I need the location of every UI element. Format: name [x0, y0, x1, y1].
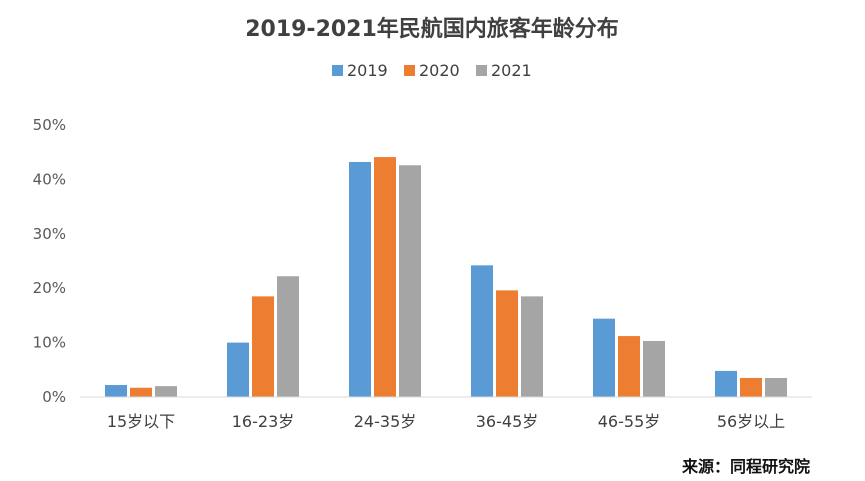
y-tick-label: 40% [33, 170, 66, 188]
x-tick-label: 46-55岁 [598, 412, 661, 431]
bar-2021-0 [155, 386, 177, 397]
bar-2020-0 [130, 387, 152, 397]
bar-2021-2 [399, 165, 421, 397]
legend: 2019 2020 2021 [332, 61, 532, 80]
bar-2020-3 [496, 290, 518, 397]
legend-swatch-2019 [332, 65, 343, 76]
bar-2020-5 [740, 377, 762, 397]
y-tick-label: 30% [33, 225, 66, 243]
bar-2019-3 [471, 265, 493, 397]
y-tick-label: 10% [33, 334, 66, 352]
bar-2021-3 [521, 296, 543, 397]
y-tick-label: 0% [42, 388, 66, 406]
x-tick-label: 36-45岁 [476, 412, 539, 431]
bar-2020-4 [618, 336, 640, 397]
bar-2019-5 [715, 370, 737, 397]
legend-label-2021: 2021 [491, 61, 532, 80]
bar-2020-1 [252, 296, 274, 397]
legend-label-2020: 2020 [419, 61, 460, 80]
bar-2021-5 [765, 377, 787, 397]
x-tick-label: 15岁以下 [107, 412, 175, 431]
bar-2019-0 [105, 385, 127, 397]
legend-label-2019: 2019 [347, 61, 388, 80]
legend-swatch-2021 [476, 65, 487, 76]
y-axis: 0% 10% 20% 30% 40% 50% [33, 116, 66, 406]
x-tick-label: 56岁以上 [717, 412, 785, 431]
y-tick-label: 20% [33, 279, 66, 297]
bars [105, 157, 787, 397]
x-axis: 15岁以下 16-23岁 24-35岁 36-45岁 46-55岁 56岁以上 [80, 396, 812, 431]
y-tick-label: 50% [33, 116, 66, 134]
bar-2021-1 [277, 276, 299, 397]
bar-2021-4 [643, 340, 665, 397]
x-tick-label: 24-35岁 [354, 412, 417, 431]
source-label: 来源：同程研究院 [681, 457, 810, 476]
bar-2020-2 [374, 157, 396, 397]
legend-swatch-2020 [404, 65, 415, 76]
bar-2019-1 [227, 342, 249, 397]
bar-2019-2 [349, 161, 371, 397]
x-tick-label: 16-23岁 [232, 412, 295, 431]
bar-2019-4 [593, 318, 615, 397]
chart-title: 2019-2021年民航国内旅客年龄分布 [245, 16, 619, 42]
